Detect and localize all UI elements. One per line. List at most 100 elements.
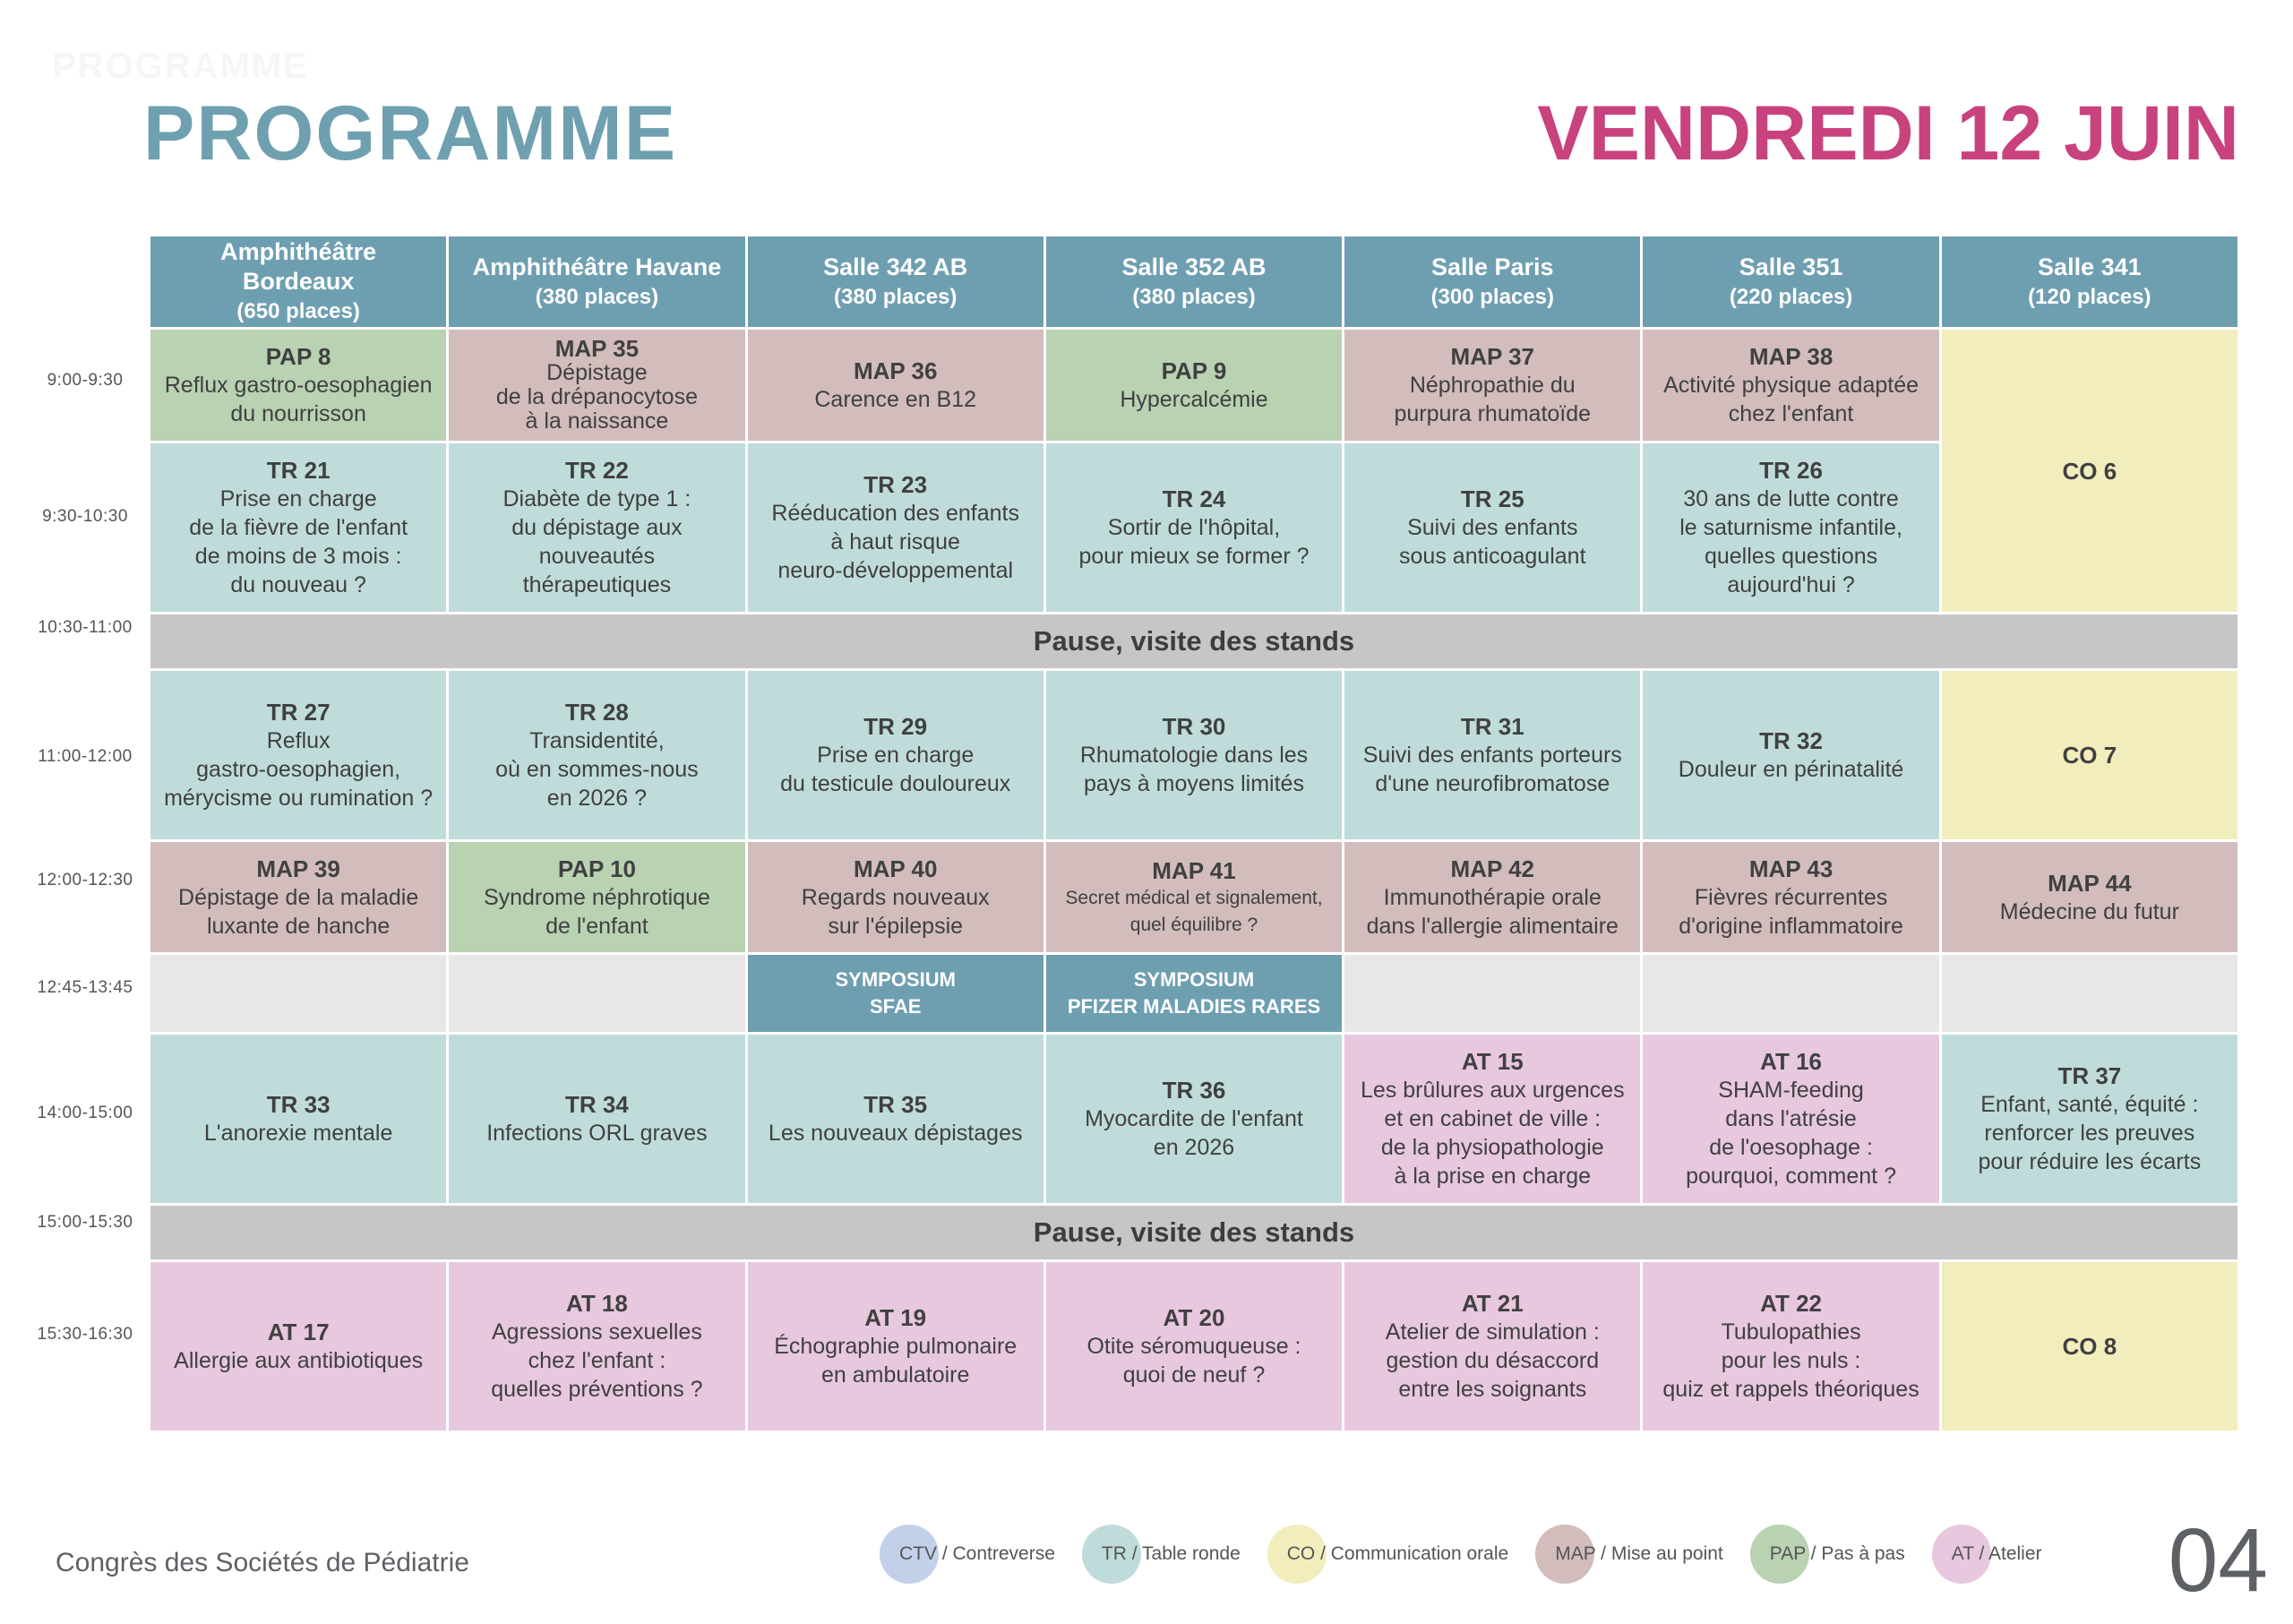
session-cell[interactable]: MAP 41 Secret médical et signalement, que… <box>1045 842 1343 952</box>
session-cell[interactable]: TR 34 Infections ORL graves <box>449 1035 745 1203</box>
session-code: AT 21 <box>1461 1290 1524 1317</box>
session-cell[interactable]: AT 19 Échographie pulmonaire en ambulatoi… <box>747 1262 1043 1431</box>
legend-label: / Communication orale <box>1315 1543 1509 1564</box>
session-title: Tubulopathies pour les nuls : quiz et ra… <box>1662 1319 1919 1402</box>
symposium-cell[interactable]: SYMPOSIUM PFIZER MALADIES RARES <box>1045 955 1343 1032</box>
session-cell[interactable]: AT 22 Tubulopathies pour les nuls : quiz … <box>1643 1262 1939 1431</box>
session-cell[interactable]: TR 23 Rééducation des enfants à haut risq… <box>747 443 1043 612</box>
session-title: Dépistage de la drépanocytose à la naiss… <box>495 360 698 434</box>
session-title: Diabète de type 1 : du dépistage aux nou… <box>502 486 691 597</box>
session-cell[interactable]: TR 29 Prise en charge du testicule doulou… <box>747 671 1043 839</box>
session-title: Hypercalcémie <box>1120 387 1268 412</box>
session-code: TR 32 <box>1759 727 1823 754</box>
room-name: Salle Paris <box>1430 253 1554 280</box>
session-title: L'anorexie mentale <box>203 1121 393 1146</box>
legend-item: MAP / Mise au point <box>1535 1523 1723 1585</box>
room-capacity: (220 places) <box>1729 284 1853 309</box>
legend-item: PAP / Pas à pas <box>1749 1523 1905 1585</box>
room-header: Amphithéâtre Bordeaux (650 places) <box>150 236 447 327</box>
session-cell[interactable]: TR 28 Transidentité, où en sommes-nous en… <box>449 671 745 839</box>
page-date: VENDREDI 12 JUIN <box>1537 90 2239 176</box>
session-cell[interactable]: TR 30 Rhumatologie dans les pays à moyens… <box>1045 671 1343 839</box>
session-title: Reflux gastro-oesophagien du nourrisson <box>164 373 433 426</box>
session-cell[interactable]: TR 25 Suivi des enfants sous anticoagulan… <box>1344 443 1641 612</box>
session-cell[interactable]: CO 6 <box>1941 330 2237 612</box>
session-code: TR 33 <box>266 1091 331 1118</box>
session-cell[interactable]: TR 24 Sortir de l'hôpital, pour mieux se … <box>1045 443 1343 612</box>
session-cell[interactable]: TR 21 Prise en charge de la fièvre de l'e… <box>150 443 447 612</box>
session-cell[interactable]: MAP 35 Dépistage de la drépanocytose à la… <box>449 330 745 441</box>
session-title: Prise en charge du testicule douloureux <box>780 743 1011 796</box>
session-code: AT 20 <box>1163 1304 1225 1331</box>
symposium-cell[interactable]: SYMPOSIUM SFAE <box>747 955 1043 1032</box>
session-code: AT 16 <box>1760 1048 1822 1075</box>
congress-name: Congrès des Sociétés de Pédiatrie <box>56 1548 469 1577</box>
session-cell[interactable]: TR 22 Diabète de type 1 : du dépistage au… <box>449 443 745 612</box>
legend-abbr: AT <box>1951 1543 1974 1564</box>
session-cell[interactable]: TR 27 Reflux gastro-oesophagien, mérycism… <box>150 671 447 839</box>
session-cell[interactable]: TR 37 Enfant, santé, équité : renforcer l… <box>1941 1035 2237 1203</box>
session-code: TR 24 <box>1162 485 1226 512</box>
session-code: TR 26 <box>1759 457 1823 484</box>
session-cell[interactable]: MAP 40 Regards nouveaux sur l'épilepsie <box>747 842 1043 952</box>
session-code: TR 30 <box>1162 713 1226 740</box>
session-title: Rééducation des enfants à haut risque ne… <box>771 501 1019 583</box>
session-cell[interactable]: TR 31 Suivi des enfants porteurs d'une ne… <box>1344 671 1641 839</box>
session-code: TR 22 <box>565 457 629 484</box>
session-code: CO 7 <box>2062 742 2117 769</box>
session-code: MAP 38 <box>1748 343 1834 370</box>
session-cell[interactable]: TR 32 Douleur en périnatalité <box>1643 671 1939 839</box>
session-cell[interactable]: PAP 8 Reflux gastro-oesophagien du nourri… <box>150 330 447 441</box>
session-code: TR 21 <box>266 457 331 484</box>
session-title: Activité physique adaptée chez l'enfant <box>1663 373 1919 426</box>
legend-abbr: MAP <box>1555 1543 1596 1564</box>
session-cell[interactable]: MAP 38 Activité physique adaptée chez l'e… <box>1643 330 1939 441</box>
session-cell[interactable]: PAP 9 Hypercalcémie <box>1045 330 1343 441</box>
session-code: AT 22 <box>1760 1290 1822 1317</box>
session-cell[interactable]: AT 18 Agressions sexuelles chez l'enfant … <box>449 1262 745 1431</box>
room-name: Amphithéâtre Havane <box>472 253 722 280</box>
session-title: Médecine du futur <box>1999 898 2179 924</box>
legend-dot <box>1267 1525 1327 1584</box>
session-cell[interactable]: MAP 44 Médecine du futur <box>1941 842 2237 952</box>
session-cell[interactable]: TR 26 30 ans de lutte contre le saturnism… <box>1643 443 1939 612</box>
session-title: Échographie pulmonaire en ambulatoire <box>774 1334 1018 1388</box>
session-cell[interactable]: MAP 39 Dépistage de la maladie luxante de… <box>150 842 447 952</box>
session-code: MAP 39 <box>256 855 340 882</box>
empty-slot <box>1941 955 2237 1032</box>
session-title: Secret médical et signalement, quel équi… <box>1065 887 1323 935</box>
legend-item: TR / Table ronde <box>1081 1523 1241 1585</box>
session-cell[interactable]: AT 17 Allergie aux antibiotiques <box>150 1262 447 1431</box>
session-code: TR 27 <box>266 699 331 726</box>
session-code: TR 31 <box>1460 713 1524 740</box>
session-title: Les nouveaux dépistages <box>768 1121 1023 1146</box>
session-title: Allergie aux antibiotiques <box>174 1348 424 1373</box>
room-name: Salle 352 AB <box>1121 253 1267 280</box>
session-cell[interactable]: TR 33 L'anorexie mentale <box>150 1035 447 1203</box>
legend-dot <box>1535 1525 1595 1584</box>
session-cell[interactable]: TR 36 Myocardite de l'enfant en 2026 <box>1045 1035 1343 1203</box>
session-title: Agressions sexuelles chez l'enfant : que… <box>491 1319 703 1402</box>
session-cell[interactable]: AT 21 Atelier de simulation : gestion du … <box>1344 1262 1641 1431</box>
session-cell[interactable]: AT 20 Otite séromuqueuse : quoi de neuf ? <box>1045 1262 1343 1431</box>
session-cell[interactable]: MAP 37 Néphropathie du purpura rhumatoïde <box>1344 330 1641 441</box>
room-header: Salle 351 (220 places) <box>1643 236 1939 327</box>
legend-label: / Mise au point <box>1595 1543 1723 1564</box>
empty-slot <box>150 955 447 1032</box>
session-code: TR 23 <box>863 471 928 498</box>
time-label: 10:30-11:00 <box>38 618 133 637</box>
session-cell[interactable]: MAP 43 Fièvres récurrentes d'origine infl… <box>1643 842 1939 952</box>
session-title: Néphropathie du purpura rhumatoïde <box>1394 373 1592 426</box>
session-cell[interactable]: AT 16 SHAM-feeding dans l'atrésie de l'oe… <box>1643 1035 1939 1203</box>
session-code: TR 28 <box>565 699 629 726</box>
legend-label: / Atelier <box>1973 1543 2042 1564</box>
session-cell[interactable]: MAP 42 Immunothérapie orale dans l'allerg… <box>1344 842 1641 952</box>
session-cell[interactable]: AT 15 Les brûlures aux urgences et en cab… <box>1344 1035 1641 1203</box>
session-cell[interactable]: TR 35 Les nouveaux dépistages <box>747 1035 1043 1203</box>
session-title: Les brûlures aux urgences et en cabinet … <box>1360 1078 1625 1189</box>
session-cell[interactable]: CO 7 <box>1941 671 2237 839</box>
session-cell[interactable]: MAP 36 Carence en B12 <box>747 330 1043 441</box>
session-cell[interactable]: PAP 10 Syndrome néphrotique de l'enfant <box>449 842 745 952</box>
session-title: Douleur en périnatalité <box>1678 757 1904 782</box>
session-cell[interactable]: CO 8 <box>1941 1262 2237 1431</box>
